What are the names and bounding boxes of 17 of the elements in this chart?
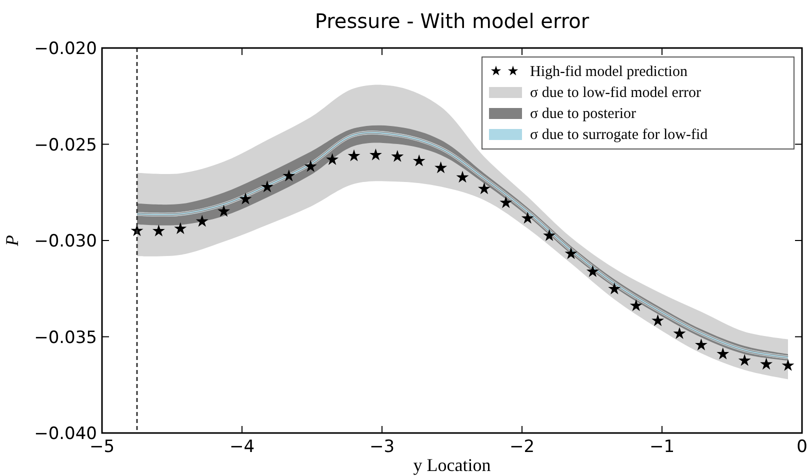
legend-label: High-fid model prediction: [530, 64, 688, 80]
y-axis-title: P: [2, 235, 22, 247]
legend-label: σ due to surrogate for low-fid: [530, 127, 708, 143]
y-tick-label: −0.020: [34, 39, 97, 59]
x-tick-label: −3: [369, 437, 395, 457]
chart-title: Pressure - With model error: [314, 9, 590, 33]
legend-label: σ due to low-fid model error: [530, 85, 701, 101]
x-tick-label: −2: [509, 437, 535, 457]
y-tick-label: −0.030: [34, 232, 97, 252]
x-tick-label: −4: [229, 437, 255, 457]
legend-label: σ due to posterior: [530, 106, 636, 122]
y-tick-label: −0.040: [34, 424, 97, 444]
x-tick-label: −1: [649, 437, 675, 457]
x-axis-title: y Location: [413, 455, 491, 475]
y-tick-label: −0.025: [34, 135, 97, 156]
y-tick-label: −0.035: [34, 328, 97, 348]
x-tick-label: 0: [796, 437, 807, 457]
